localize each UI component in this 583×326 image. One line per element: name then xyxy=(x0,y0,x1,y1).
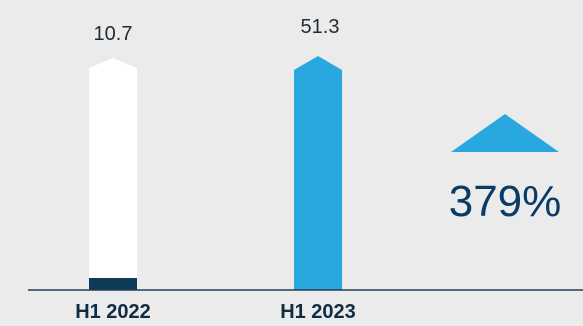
bar-h1-2022-fill xyxy=(89,278,137,290)
category-label-h1-2023: H1 2023 xyxy=(280,301,356,323)
increase-arrow-icon xyxy=(451,114,559,152)
percent-change-label: 379% xyxy=(449,177,562,226)
value-label-h1-2022: 10.7 xyxy=(94,23,133,45)
category-label-h1-2022: H1 2022 xyxy=(75,301,151,323)
bars-group xyxy=(89,56,342,290)
value-label-h1-2023: 51.3 xyxy=(301,16,340,38)
bar-h1-2023 xyxy=(294,56,342,290)
bar-h1-2022 xyxy=(89,58,137,290)
